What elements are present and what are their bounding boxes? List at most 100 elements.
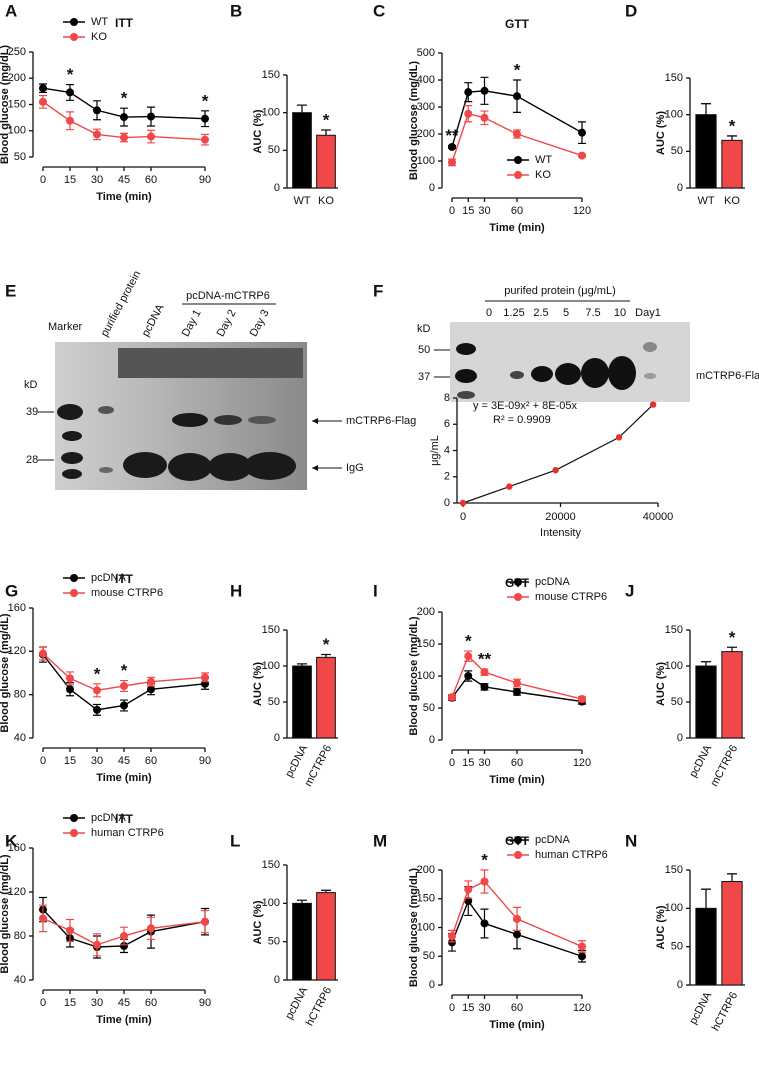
x-axis-label: Time (min) xyxy=(489,222,545,234)
series-line xyxy=(42,652,206,692)
x-tick-label: 20000 xyxy=(545,511,576,523)
y-tick-label: 150 xyxy=(417,638,435,650)
blot-image xyxy=(450,322,690,402)
y-tick-label: 0 xyxy=(429,734,435,746)
x-tick-label: 60 xyxy=(511,757,523,769)
series-line xyxy=(42,654,206,711)
bar xyxy=(292,112,312,189)
blot-f: F purifed protein (μg/mL) 0 1.25 2.5 5 7… xyxy=(373,281,759,402)
x-tick-label: 0 xyxy=(40,755,46,767)
significance: * xyxy=(729,116,736,135)
y-tick-label: 150 xyxy=(8,98,26,110)
point xyxy=(201,917,209,926)
panel-letter: C xyxy=(373,1,385,20)
y-axis-label: AUC (%) xyxy=(655,905,667,949)
point xyxy=(480,877,489,886)
point xyxy=(513,930,521,939)
point xyxy=(39,84,47,93)
error-bar xyxy=(321,889,331,893)
bar xyxy=(695,907,717,986)
y-tick-label: 0 xyxy=(677,979,683,991)
legend-label: pcDNA xyxy=(535,576,571,588)
significance: * xyxy=(94,664,101,683)
group-label: purifed protein (μg/mL) xyxy=(504,285,616,297)
legend-label: KO xyxy=(91,31,107,43)
significance: * xyxy=(121,89,128,108)
y-tick-label: 50 xyxy=(14,151,26,163)
y-axis-label: Blood glucose (mg/dL) xyxy=(408,61,420,180)
panel-letter: A xyxy=(5,1,17,20)
point xyxy=(464,109,473,118)
x-tick-label: 60 xyxy=(145,174,157,186)
y-axis-label: AUC (%) xyxy=(252,662,264,706)
point xyxy=(201,673,209,682)
point xyxy=(649,401,657,408)
panel-letter: F xyxy=(373,281,383,300)
significance: * xyxy=(729,628,736,647)
chart-title: ITT xyxy=(115,812,134,826)
x-tick-label: KO xyxy=(724,195,740,207)
legend-marker xyxy=(70,574,78,582)
y-tick-label: 40 xyxy=(14,732,26,744)
error-bar xyxy=(701,103,711,115)
y-tick-label: 0 xyxy=(677,182,683,194)
panel-letter: D xyxy=(625,1,637,20)
y-tick-label: 120 xyxy=(8,645,26,657)
y-tick-label: 8 xyxy=(444,392,450,404)
x-tick-label: 0 xyxy=(460,511,466,523)
x-tick-label: WT xyxy=(697,195,714,207)
significance: * xyxy=(121,661,128,680)
x-tick-label: 0 xyxy=(449,757,455,769)
lane-label: 1.25 xyxy=(503,307,524,319)
point xyxy=(120,682,128,690)
panel-letter: G xyxy=(5,581,18,600)
point xyxy=(147,685,155,694)
point xyxy=(201,135,209,144)
point xyxy=(39,649,47,658)
y-tick-label: 50 xyxy=(268,936,280,948)
blot-bands xyxy=(455,342,657,399)
panel-letter: N xyxy=(625,831,637,850)
lane-label: Day 2 xyxy=(215,308,239,339)
x-tick-label: 30 xyxy=(478,1002,490,1014)
significance: ** xyxy=(445,126,459,145)
y-tick-label: 6 xyxy=(444,418,450,430)
lane-label: 2.5 xyxy=(533,307,548,319)
blot-e: E Marker purified protein pcDNA Day 1 Da… xyxy=(5,269,416,490)
legend-marker xyxy=(70,18,78,26)
legend-marker xyxy=(514,851,522,859)
lane-label: pcDNA xyxy=(140,302,167,339)
legend-label: human CTRP6 xyxy=(91,827,164,839)
y-tick-label: 100 xyxy=(262,897,280,909)
y-tick-label: 100 xyxy=(8,125,26,137)
y-tick-label: 300 xyxy=(417,101,435,113)
bar xyxy=(695,665,717,739)
legend-marker xyxy=(514,593,522,601)
series-line xyxy=(42,87,206,120)
chart-title: ITT xyxy=(115,16,134,30)
bar xyxy=(316,892,336,981)
point xyxy=(578,128,586,137)
point xyxy=(448,142,456,151)
x-tick-label: 120 xyxy=(573,757,591,769)
x-tick-label: 15 xyxy=(64,997,76,1009)
x-tick-label: 45 xyxy=(118,755,130,767)
legend-marker xyxy=(514,578,522,586)
y-axis-label: Blood glucose (mg/dL) xyxy=(408,616,420,735)
point xyxy=(66,674,74,683)
arrow-head xyxy=(312,418,318,424)
point xyxy=(464,88,473,97)
legend-label: pcDNA xyxy=(535,834,571,846)
y-tick-label: 100 xyxy=(262,660,280,672)
x-tick-label: 15 xyxy=(462,1002,474,1014)
y-axis-label: Blood glucose (mg/dL) xyxy=(0,45,11,164)
panel-letter: L xyxy=(230,831,240,850)
lane-label: 0 xyxy=(486,307,492,319)
x-tick-label: 60 xyxy=(145,997,157,1009)
point xyxy=(464,885,473,894)
point xyxy=(578,695,586,704)
legend-marker xyxy=(70,829,78,837)
panel-letter: J xyxy=(625,581,634,600)
y-tick-label: 0 xyxy=(429,979,435,991)
x-tick-label: pcDNA xyxy=(687,743,714,780)
